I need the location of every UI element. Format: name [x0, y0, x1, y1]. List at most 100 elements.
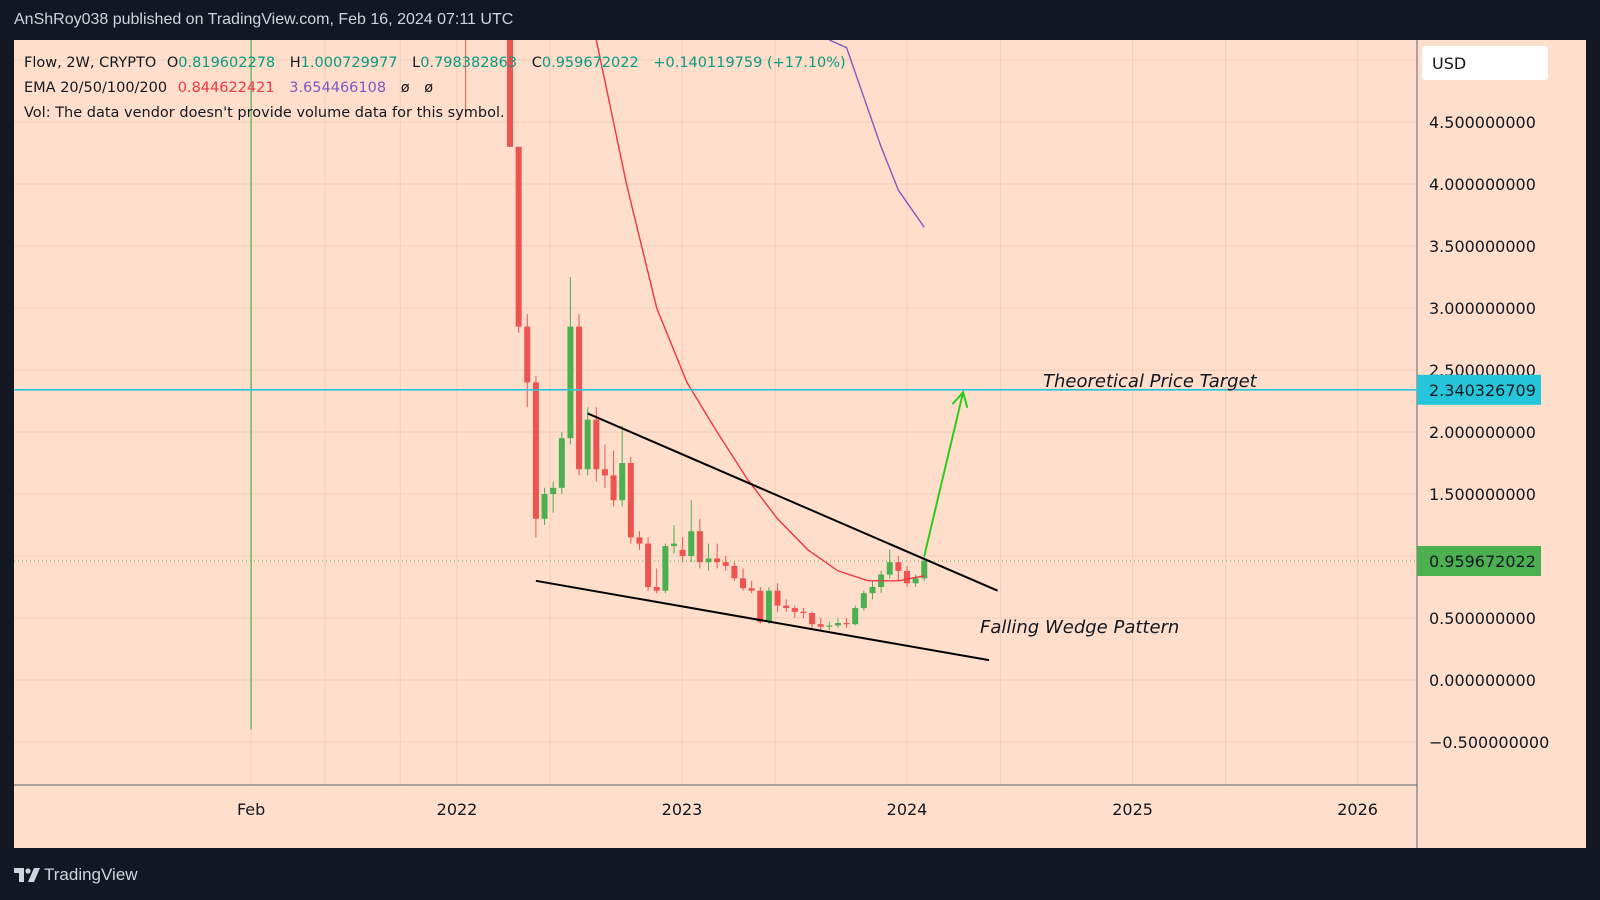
candle-body: [834, 622, 841, 626]
legend-ohlc-row: Flow, 2W, CRYPTO O0.819602278 H1.0007299…: [24, 51, 846, 76]
candle-body: [593, 419, 600, 470]
candle: [921, 556, 928, 581]
candle-body: [783, 605, 790, 609]
candle: [524, 314, 531, 408]
candle: [688, 500, 695, 563]
candle-body: [826, 625, 833, 627]
candle-body: [524, 326, 531, 383]
candle: [601, 444, 608, 488]
price-tick-label: −0.500000000: [1429, 733, 1549, 752]
candle-body: [800, 611, 807, 614]
candle-body: [774, 590, 781, 606]
ema100-value: ø: [400, 80, 410, 96]
currency-box[interactable]: [1422, 46, 1548, 80]
candle-body: [869, 587, 876, 594]
legend-volume-row: Vol: The data vendor doesn't provide vol…: [24, 101, 846, 126]
time-axis[interactable]: Feb 2022 2023 2024 2025 2026: [237, 800, 1378, 819]
close-value: 0.959672022: [541, 55, 639, 71]
candle: [662, 543, 669, 594]
candle: [878, 570, 885, 594]
price-axis[interactable]: USD 4.500000000 4.000000000 3.500000000 3.0…: [1417, 46, 1549, 752]
candle: [783, 599, 790, 612]
candle-body: [619, 463, 626, 501]
candle-body: [748, 588, 755, 591]
candle-body: [670, 543, 677, 547]
candle-body: [809, 613, 816, 625]
candle-body: [886, 562, 893, 575]
change-value: +0.140119759 (+17.10%): [653, 55, 846, 71]
current-price-badge: 0.959672022: [1429, 552, 1536, 571]
candle: [593, 407, 600, 482]
candle-body: [558, 438, 565, 488]
ema20-value: 0.844622421: [177, 80, 275, 96]
candle: [731, 562, 738, 581]
ema20-line: [595, 40, 925, 582]
candle: [645, 537, 652, 591]
price-tick-label: 0.000000000: [1429, 671, 1536, 690]
symbol-info[interactable]: Flow, 2W, CRYPTO: [24, 55, 157, 71]
candle-body: [696, 531, 703, 563]
time-tick-label: 2022: [437, 800, 478, 819]
candle: [696, 518, 703, 569]
candle-body: [722, 562, 729, 566]
candle-body: [791, 608, 798, 612]
candle: [860, 590, 867, 611]
wedge-annotation[interactable]: Falling Wedge Pattern: [980, 617, 1179, 638]
candle: [627, 456, 634, 544]
candle: [757, 587, 764, 625]
candle: [507, 40, 514, 147]
target-annotation[interactable]: Theoretical Price Target: [1043, 371, 1258, 392]
tradingview-brand: TradingView: [44, 865, 138, 884]
candle: [584, 407, 591, 476]
target-arrow-head: [951, 390, 969, 409]
legend-ema-row: EMA 20/50/100/200 0.844622421 3.65446610…: [24, 76, 846, 101]
candle-body: [636, 537, 643, 544]
price-tick-label: 4.500000000: [1429, 113, 1536, 132]
currency-label[interactable]: USD: [1432, 54, 1466, 73]
candle-body: [705, 558, 712, 563]
candle: [843, 618, 850, 628]
time-tick-label: Feb: [237, 800, 265, 819]
candle-body: [627, 463, 634, 538]
legend: Flow, 2W, CRYPTO O0.819602278 H1.0007299…: [24, 51, 846, 126]
candle-body: [507, 40, 514, 147]
candle: [904, 565, 910, 587]
price-tick-label: 2.000000000: [1429, 423, 1536, 442]
low-label: L: [412, 55, 421, 71]
wedge-upper-line: [587, 412, 999, 592]
candle: [774, 583, 781, 612]
candle: [809, 611, 816, 628]
publish-line: AnShRoy038 published on TradingView.com,…: [14, 11, 514, 28]
high-value: 1.000729977: [300, 55, 398, 71]
time-tick-label: 2023: [662, 800, 703, 819]
candle-body: [921, 560, 928, 579]
time-tick-label: 2025: [1112, 800, 1153, 819]
tradingview-logo[interactable]: TradingView: [14, 862, 138, 888]
price-tick-label: 4.000000000: [1429, 175, 1536, 194]
target-arrow-shaft: [923, 392, 965, 557]
publish-header: AnShRoy038 published on TradingView.com,…: [0, 0, 1600, 40]
chart-frame[interactable]: Theoretical Price Target Falling Wedge P…: [14, 40, 1586, 848]
candle-body: [662, 546, 669, 591]
candle: [826, 621, 833, 631]
time-tick-label: 2026: [1337, 800, 1378, 819]
candle: [653, 568, 660, 594]
candle: [619, 425, 626, 507]
candle-body: [645, 543, 652, 587]
candle-body: [843, 622, 850, 625]
candle-body: [688, 531, 695, 556]
candle-body: [601, 469, 608, 476]
candle-body: [541, 494, 548, 519]
candle: [886, 549, 893, 579]
candle: [740, 568, 747, 591]
candle: [817, 618, 824, 631]
candle: [532, 376, 539, 538]
price-tick-label: 1.500000000: [1429, 485, 1536, 504]
candle-body: [731, 565, 738, 579]
low-value: 0.798382863: [420, 55, 518, 71]
ema-label[interactable]: EMA 20/50/100/200: [24, 80, 168, 96]
candle-body: [817, 624, 824, 627]
open-value: 0.819602278: [178, 55, 276, 71]
chart-canvas[interactable]: Theoretical Price Target Falling Wedge P…: [14, 40, 1586, 848]
ema50-value: 3.654466108: [289, 80, 387, 96]
